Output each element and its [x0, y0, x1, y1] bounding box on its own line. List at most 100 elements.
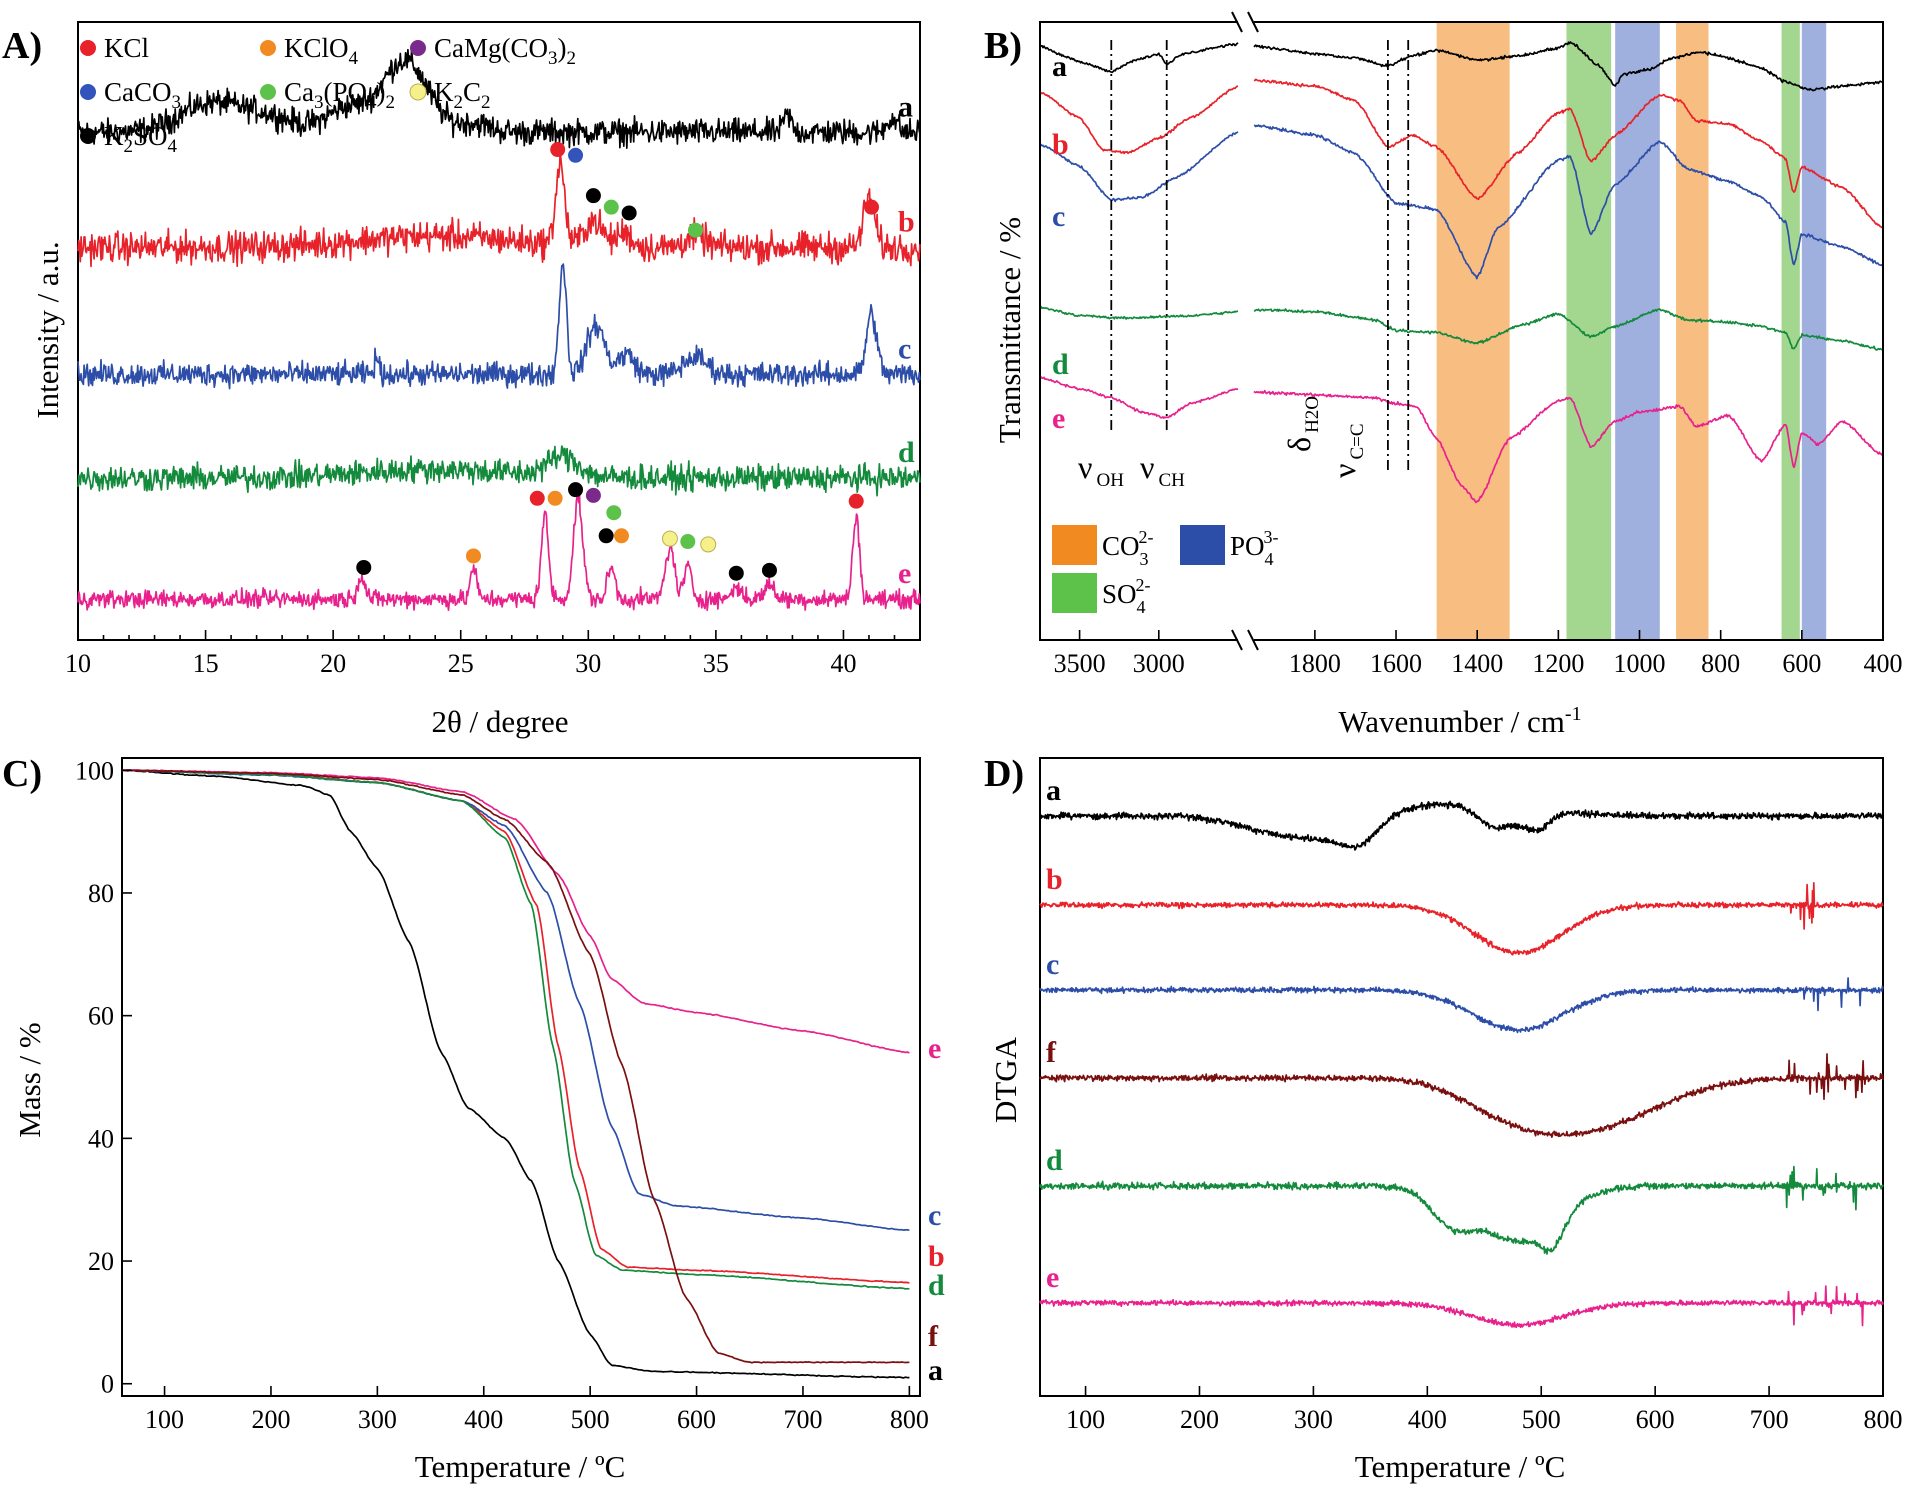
legend-sub: 4: [1137, 597, 1146, 617]
ftir-curve-left-c: [1039, 131, 1239, 203]
tga-x-tick-label: 700: [783, 1405, 822, 1434]
panel-b: B) 3500 3000 1800 1600 1400 1200 1000 800 600 400…: [984, 11, 1903, 739]
panel-b-label: B): [984, 25, 1022, 67]
dtga-x-tick-label: 100: [1066, 1405, 1105, 1434]
ftir-curve-right-e: [1253, 389, 1883, 504]
panel-a-frame: [77, 21, 921, 641]
dtga-x-tick-label: 300: [1294, 1405, 1333, 1434]
legend-label-K2SO4: K2SO4: [104, 121, 178, 157]
panel-a-curves: [77, 47, 921, 612]
dtga-curve-c: [1039, 977, 1884, 1034]
xrd-tick-label: 30: [575, 649, 601, 678]
panel-d-ylabel: DTGA: [988, 1036, 1023, 1123]
ftir-curve-left-a: [1039, 42, 1239, 74]
xrd-tick-label: 35: [703, 649, 729, 678]
tga-curve-e: [122, 769, 910, 1054]
tga-curve-b: [121, 769, 910, 1284]
xrd-marker-Ca3PO4: [687, 222, 703, 238]
panel-c-frame: [121, 757, 921, 1397]
dtga-label-e: e: [1046, 1261, 1059, 1294]
ftir-tick-label: 1000: [1614, 649, 1666, 678]
xrd-marker-KCl: [529, 490, 545, 506]
legend-text-part: 4: [367, 92, 377, 113]
dtga-label-f: f: [1046, 1036, 1057, 1069]
xrd-marker-KCl: [550, 142, 566, 158]
dtga-x-tick-label: 700: [1750, 1405, 1789, 1434]
panel-b-x-ticks: 3500 3000 1800 1600 1400 1200 1000 800 600 400: [1054, 630, 1903, 678]
legend-marker-K2SO4: [80, 128, 96, 144]
xrd-label-c: c: [898, 332, 911, 365]
panel-d: D) 100 200 300 400 500 600 700 800 a b c f d e Tempe…: [984, 753, 1903, 1484]
xrd-tick-label: 10: [65, 649, 91, 678]
xrd-tick-label: 15: [193, 649, 219, 678]
dtga-curve-b: [1039, 882, 1884, 956]
legend-label-CO3: CO32-: [1102, 527, 1154, 569]
tga-x-tick-label: 600: [677, 1405, 716, 1434]
xrd-label-e: e: [898, 557, 911, 590]
legend-text-part: 2: [481, 92, 491, 113]
ftir-curve-right-b: [1253, 78, 1884, 229]
panel-c-x-ticks: 100 200 300 400 500 600 700 800: [145, 1386, 929, 1434]
annotation-h2o: δ H2O: [1281, 396, 1323, 452]
xrd-curve-e: [77, 488, 921, 612]
panel-d-xlabel: Temperature / ºC: [1355, 1449, 1566, 1484]
band-PO4: [1615, 22, 1660, 640]
tga-label-b: b: [928, 1240, 945, 1273]
dtga-curve-a: [1039, 800, 1884, 851]
ftir-label-a: a: [1052, 50, 1067, 83]
legend-marker-CaCO3: [80, 84, 96, 100]
ftir-curve-right-c: [1253, 124, 1884, 280]
annotation-sub: H2O: [1302, 396, 1323, 433]
legend-text-part: 3: [548, 48, 558, 69]
panel-d-curve-labels: a b c f d e: [1046, 774, 1063, 1294]
xrd-marker-K2SO4: [585, 188, 601, 204]
legend-main: SO: [1102, 579, 1137, 609]
tga-y-tick-label: 0: [101, 1370, 114, 1399]
panel-c-label: C): [2, 753, 42, 795]
panel-b-reference-lines: [1110, 40, 1410, 470]
ftir-tick-label: 800: [1701, 649, 1740, 678]
legend-swatch-PO4: [1180, 525, 1225, 565]
xrd-marker-KClO4: [613, 528, 629, 544]
band-CO3: [1676, 22, 1709, 640]
dtga-x-tick-label: 600: [1636, 1405, 1675, 1434]
ftir-label-e: e: [1052, 402, 1065, 435]
legend-text-part: KCl: [104, 33, 149, 63]
legend-text-part: CaCO: [104, 77, 172, 107]
tga-y-tick-label: 100: [75, 756, 114, 785]
legend-text-part: ): [377, 77, 386, 107]
annotation-sub: OH: [1096, 470, 1124, 491]
dtga-curve-f: [1039, 1053, 1884, 1139]
xrd-tick-label: 40: [830, 649, 856, 678]
ftir-tick-label: 1200: [1532, 649, 1584, 678]
legend-label-K2C2: K2C2: [434, 77, 491, 113]
xrd-marker-K2SO4: [356, 559, 372, 575]
dtga-x-tick-label: 500: [1522, 1405, 1561, 1434]
panel-a-ylabel: Intensity / a.u.: [30, 241, 65, 418]
band-SO4: [1781, 22, 1800, 640]
ftir-tick-label: 1400: [1451, 649, 1503, 678]
xrd-marker-K2SO4: [761, 562, 777, 578]
legend-text-part: 2: [454, 92, 464, 113]
legend-sup: 3-: [1264, 527, 1279, 547]
legend-text-part: K: [104, 121, 124, 151]
legend-label-Ca3PO4: Ca3(PO4)2: [284, 77, 395, 113]
panel-b-curves: [1039, 41, 1884, 504]
xrd-marker-Ca3PO4: [603, 199, 619, 215]
legend-text-part: ): [558, 33, 567, 63]
tga-label-c: c: [928, 1199, 941, 1232]
legend-text-part: (PO: [324, 77, 368, 107]
legend-marker-Ca3PO4: [260, 84, 276, 100]
xrd-marker-CaCO3: [568, 147, 584, 163]
xrd-label-d: d: [898, 436, 915, 469]
xrd-marker-K2SO4: [568, 482, 584, 498]
tga-y-tick-label: 40: [88, 1124, 114, 1153]
ftir-tick-label: 400: [1864, 649, 1903, 678]
legend-label-CaMgCO3: CaMg(CO3)2: [434, 33, 576, 69]
legend-label-SO4: SO42-: [1102, 575, 1151, 617]
legend-text-part: 4: [349, 48, 359, 69]
xrd-marker-K2C2: [700, 536, 717, 553]
legend-sub: 3: [1140, 549, 1149, 569]
